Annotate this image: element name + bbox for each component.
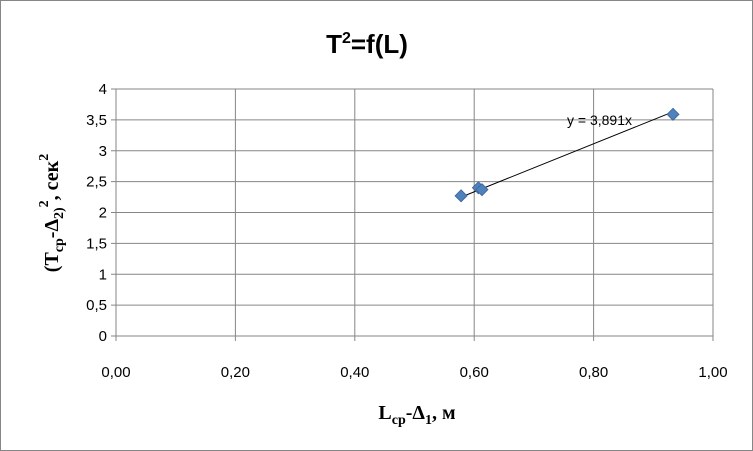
y-tick-label: 0,5 xyxy=(86,297,107,314)
data-point xyxy=(454,189,468,203)
gridlines xyxy=(115,88,714,337)
y-tick-label: 3,5 xyxy=(86,112,107,129)
y-tick-label: 3 xyxy=(99,143,107,160)
y-tick-label: 1 xyxy=(99,266,107,283)
y-tick-labels: 0 0,5 1 1,5 2 2,5 3 3,5 4 xyxy=(86,81,107,345)
y-axis-title: (Tср-Δ2)2, сек2 xyxy=(37,154,67,272)
x-tick-label: 0,00 xyxy=(101,364,130,381)
y-tick-label: 1,5 xyxy=(86,235,107,252)
x-tick-label: 1,00 xyxy=(698,364,727,381)
y-tick-label: 2 xyxy=(99,205,107,222)
x-tick-label: 0,60 xyxy=(460,364,489,381)
x-tick-label: 0,20 xyxy=(221,364,250,381)
data-point xyxy=(666,107,680,121)
x-tick-labels: 0,00 0,20 0,40 0,60 0,80 1,00 xyxy=(101,364,727,381)
y-tick-label: 4 xyxy=(99,81,107,98)
y-tick-label: 0 xyxy=(99,328,107,345)
x-tick-label: 0,80 xyxy=(579,364,608,381)
trendline-equation: y = 3,891x xyxy=(567,112,632,128)
y-tick-label: 2,5 xyxy=(86,174,107,191)
trendline xyxy=(460,111,674,198)
trendline-group xyxy=(460,111,674,198)
chart-title: T2=f(L) xyxy=(326,29,408,59)
data-point xyxy=(475,183,489,197)
data-points xyxy=(454,107,680,203)
x-axis-title: Lср-Δ1, м xyxy=(378,402,455,428)
axes xyxy=(111,88,714,341)
x-tick-label: 0,40 xyxy=(340,364,369,381)
